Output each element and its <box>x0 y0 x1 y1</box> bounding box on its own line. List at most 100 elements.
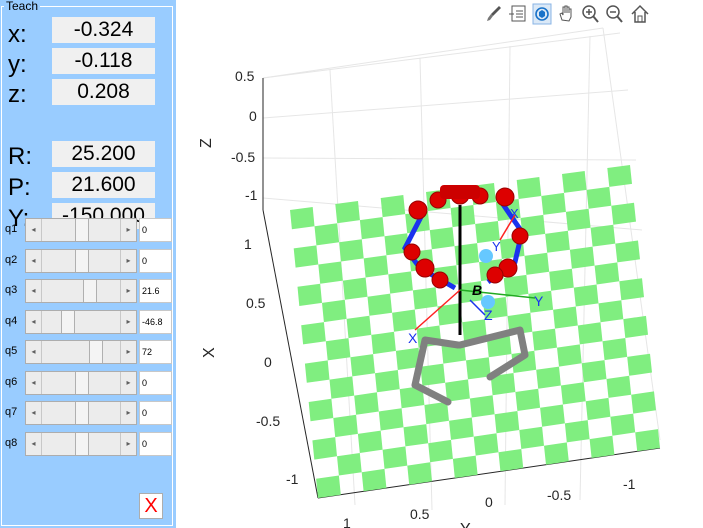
joint-slider-q8[interactable]: ◂ ▸ <box>25 431 137 456</box>
checker-tile <box>594 262 620 285</box>
zoom-out-icon[interactable] <box>604 3 624 25</box>
joint-value-q2[interactable]: 0 <box>139 248 172 273</box>
pan-icon[interactable] <box>556 3 576 25</box>
checker-tile <box>549 268 574 291</box>
checker-tile <box>290 207 315 230</box>
slider-left-arrow-icon[interactable]: ◂ <box>26 219 42 241</box>
zoom-in-icon[interactable] <box>580 3 600 25</box>
roll-value: 25.200 <box>52 141 155 167</box>
checker-tile <box>339 239 364 262</box>
joint-slider-q7[interactable]: ◂ ▸ <box>25 401 137 425</box>
slider-right-arrow-icon[interactable]: ▸ <box>120 371 136 394</box>
slider-left-arrow-icon[interactable]: ◂ <box>26 371 42 394</box>
slider-left-arrow-icon[interactable]: ◂ <box>26 310 42 333</box>
joint-slider-q3[interactable]: ◂ ▸ <box>25 279 137 303</box>
joint-value-q3[interactable]: 21.6 <box>139 279 172 303</box>
checker-tile <box>631 391 656 414</box>
close-button[interactable]: X <box>139 493 163 519</box>
slider-thumb[interactable] <box>75 432 89 455</box>
y-tick-0.5: 0.5 <box>410 506 430 522</box>
slider-right-arrow-icon[interactable]: ▸ <box>120 432 136 455</box>
rotate3d-icon[interactable] <box>532 3 552 25</box>
slider-thumb[interactable] <box>61 310 76 333</box>
joint-value-q6[interactable]: 0 <box>139 370 172 395</box>
checker-tile <box>375 370 400 393</box>
home-icon[interactable] <box>630 3 650 25</box>
checker-tile <box>602 338 628 361</box>
checker-tile <box>466 357 491 380</box>
joint-slider-q6[interactable]: ◂ ▸ <box>25 370 137 395</box>
checkerboard-floor <box>290 165 660 498</box>
joint-value-q4[interactable]: -46.8 <box>139 309 172 334</box>
slider-thumb[interactable] <box>75 402 89 424</box>
checker-tile <box>541 192 566 215</box>
z-tick-neg1: -1 <box>245 187 258 203</box>
checker-tile <box>399 385 425 409</box>
frame-label-y: Y <box>534 293 544 309</box>
joint-label-q4: q4 <box>5 314 18 327</box>
checker-tile <box>619 278 644 301</box>
checker-tile <box>577 322 603 345</box>
slider-thumb[interactable] <box>88 341 103 363</box>
slider-left-arrow-icon[interactable]: ◂ <box>26 402 42 424</box>
x-tick-0.5: 0.5 <box>246 295 266 311</box>
robot-3d-axes[interactable]: 0.5 0 -0.5 -1 Z 1 0.5 0 -0.5 -1 X 1 0.5 … <box>176 0 703 528</box>
checker-tile <box>392 309 417 332</box>
checker-tile <box>586 186 612 209</box>
slider-left-arrow-icon[interactable]: ◂ <box>26 341 42 363</box>
yaw-label: Y: <box>8 205 30 232</box>
checker-tile <box>318 261 343 284</box>
checker-tile <box>449 417 474 440</box>
checker-tile <box>445 379 470 402</box>
legend-icon[interactable] <box>508 3 528 25</box>
y-tick-1: 1 <box>343 515 351 528</box>
checker-tile <box>346 315 372 339</box>
z-value: 0.208 <box>52 79 155 105</box>
slider-thumb[interactable] <box>83 280 98 302</box>
frame-label-z: Z <box>484 307 493 323</box>
joint-value-q1[interactable]: 0 <box>139 218 172 242</box>
y-value: -0.118 <box>52 48 155 74</box>
checker-tile <box>473 433 499 456</box>
x-value: -0.324 <box>52 17 155 43</box>
robot-model: X Y Z X Y B <box>402 185 544 346</box>
checker-tile <box>412 287 438 310</box>
slider-left-arrow-icon[interactable]: ◂ <box>26 249 42 272</box>
checker-tile <box>635 429 660 452</box>
joint-value-q5[interactable]: 72 <box>139 340 172 364</box>
slider-right-arrow-icon[interactable]: ▸ <box>120 341 136 363</box>
slider-right-arrow-icon[interactable]: ▸ <box>120 219 136 241</box>
joint-slider-q4[interactable]: ◂ ▸ <box>25 309 137 334</box>
checker-tile <box>333 414 358 438</box>
joint-slider-q5[interactable]: ◂ ▸ <box>25 340 137 364</box>
slider-left-arrow-icon[interactable]: ◂ <box>26 280 42 302</box>
checker-tile <box>335 201 360 224</box>
brush-icon[interactable] <box>484 3 504 25</box>
slider-right-arrow-icon[interactable]: ▸ <box>120 280 136 302</box>
checker-tile <box>308 398 334 422</box>
joint-value-q8[interactable]: 0 <box>139 431 172 456</box>
checker-tile <box>424 401 449 425</box>
slider-thumb[interactable] <box>75 249 89 272</box>
x-tick-1: 1 <box>244 236 252 252</box>
joint-slider-q1[interactable]: ◂ ▸ <box>25 218 137 242</box>
checker-tile <box>615 240 640 263</box>
checker-tile <box>354 392 379 415</box>
slider-right-arrow-icon[interactable]: ▸ <box>120 249 136 272</box>
slider-right-arrow-icon[interactable]: ▸ <box>120 310 136 333</box>
slider-left-arrow-icon[interactable]: ◂ <box>26 432 42 455</box>
slider-thumb[interactable] <box>75 219 89 241</box>
slider-right-arrow-icon[interactable]: ▸ <box>120 402 136 424</box>
joint-slider-q2[interactable]: ◂ ▸ <box>25 248 137 273</box>
joint-label-q2: q2 <box>5 253 18 266</box>
checker-tile <box>565 208 591 231</box>
checker-tile <box>367 293 393 316</box>
checker-tile <box>304 360 330 383</box>
joint-label-q8: q8 <box>5 436 18 449</box>
robot-shadow <box>411 326 529 406</box>
checker-tile <box>623 315 648 338</box>
checker-tile <box>322 299 347 323</box>
joint-value-q7[interactable]: 0 <box>139 401 172 425</box>
slider-thumb[interactable] <box>75 371 89 394</box>
x-tick-neg1: -1 <box>286 471 299 487</box>
